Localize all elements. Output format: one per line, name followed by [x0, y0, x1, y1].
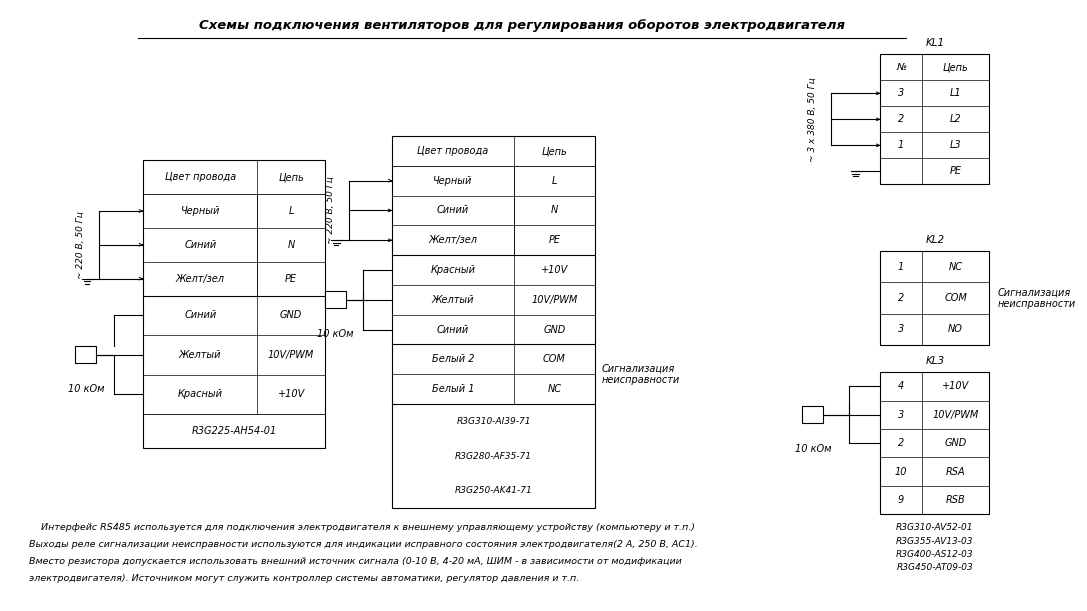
Bar [880, 372, 989, 514]
Text: ЧЭМЗ: ЧЭМЗ [248, 240, 274, 249]
Text: Синий: Синий [184, 240, 216, 250]
Text: N: N [551, 205, 558, 216]
Text: COM: COM [945, 293, 967, 303]
Text: RSA: RSA [946, 467, 965, 477]
Text: R3G310-AI39-71: R3G310-AI39-71 [457, 417, 530, 426]
Text: Черный: Черный [180, 206, 220, 216]
Text: ~ 3 х 380 В, 50 Гц: ~ 3 х 380 В, 50 Гц [808, 77, 816, 162]
Text: GND: GND [280, 310, 302, 320]
Text: 8 800 333 66 18: 8 800 333 66 18 [459, 327, 528, 335]
Text: KL1: KL1 [925, 38, 945, 48]
Text: PE: PE [285, 274, 297, 284]
Text: Черный: Черный [434, 175, 473, 186]
Text: L: L [288, 206, 293, 216]
Text: 9: 9 [898, 495, 904, 505]
Text: Красный: Красный [178, 389, 223, 400]
Text: 10 кОм: 10 кОм [317, 329, 353, 339]
Bar [880, 251, 989, 345]
Text: PE: PE [950, 166, 962, 177]
Text: L1: L1 [950, 89, 961, 98]
Text: NC: NC [949, 262, 963, 272]
Text: 10 кОм: 10 кОм [795, 444, 832, 454]
Text: Красный: Красный [430, 265, 475, 275]
Text: 10V/PWM: 10V/PWM [933, 410, 978, 420]
Text: N: N [287, 240, 295, 250]
Bar [880, 54, 989, 185]
Text: 3: 3 [898, 89, 904, 98]
Bar [802, 406, 823, 423]
Text: 8 800 333 66 18: 8 800 333 66 18 [199, 284, 268, 293]
Text: 10 кОм: 10 кОм [67, 384, 104, 394]
Text: Интерфейс RS485 используется для подключения электродвигателя к внешнему управля: Интерфейс RS485 используется для подключ… [28, 524, 695, 532]
Text: 4: 4 [898, 381, 904, 391]
Text: 2: 2 [898, 293, 904, 303]
Text: чэ3: чэ3 [454, 221, 472, 230]
Text: R3G225-AH54-01: R3G225-AH54-01 [191, 426, 276, 436]
Text: KL2: KL2 [925, 235, 945, 245]
Text: ~ 220 В, 50 Гц: ~ 220 В, 50 Гц [76, 211, 85, 279]
Text: Сигнализация
неисправности: Сигнализация неисправности [602, 364, 680, 385]
Text: Цепь: Цепь [942, 62, 969, 72]
Text: 1: 1 [898, 141, 904, 150]
Text: R3G450-AT09-03: R3G450-AT09-03 [897, 563, 973, 572]
Text: 3: 3 [898, 324, 904, 334]
Text: Желт/зел: Желт/зел [428, 235, 477, 245]
Text: +10V: +10V [942, 381, 970, 391]
Text: №: № [896, 62, 907, 72]
Text: PE: PE [548, 235, 560, 245]
Text: Выходы реле сигнализации неисправности используются для индикации исправного сос: Выходы реле сигнализации неисправности и… [28, 540, 698, 549]
Text: +10V: +10V [540, 265, 567, 275]
Text: 2: 2 [898, 114, 904, 124]
Text: 10V/PWM: 10V/PWM [268, 350, 314, 360]
Text: NO: NO [948, 324, 963, 334]
Text: L2: L2 [950, 114, 961, 124]
Text: Вместо резистора допускается использовать внешний источник сигнала (0-10 В, 4-20: Вместо резистора допускается использоват… [28, 557, 682, 566]
Text: KL3: KL3 [925, 356, 945, 366]
Text: электродвигателя). Источником могут служить контроллер системы автоматики, регул: электродвигателя). Источником могут служ… [28, 574, 579, 584]
Text: 10: 10 [895, 467, 908, 477]
Text: 3: 3 [898, 410, 904, 420]
Text: Цепь: Цепь [278, 172, 304, 182]
Text: R3G250-AK41-71: R3G250-AK41-71 [454, 486, 533, 496]
Text: R3G310-AV52-01: R3G310-AV52-01 [896, 523, 974, 532]
Text: GND: GND [945, 438, 966, 448]
Text: Желтый: Желтый [432, 295, 474, 305]
Text: GND: GND [544, 324, 565, 335]
Bar [143, 160, 325, 448]
Text: COM: COM [542, 354, 565, 364]
Text: L: L [551, 175, 557, 186]
Text: RSB: RSB [946, 495, 965, 505]
Text: Цепь: Цепь [541, 146, 567, 156]
Bar [392, 136, 595, 508]
Text: Белый 1: Белый 1 [432, 384, 474, 394]
Text: ЧЭМЗ: ЧЭМЗ [501, 224, 527, 233]
Text: Белый 2: Белый 2 [432, 354, 474, 364]
Text: Желтый: Желтый [179, 350, 222, 360]
Text: Синий: Синий [437, 324, 470, 335]
Text: L3: L3 [950, 141, 961, 150]
Text: Цвет провода: Цвет провода [417, 146, 489, 156]
Text: R3G280-AF35-71: R3G280-AF35-71 [455, 452, 532, 461]
Bar [75, 346, 97, 364]
Text: Сигнализация
неисправности: Сигнализация неисправности [998, 287, 1076, 309]
Text: R3G355-AV13-03: R3G355-AV13-03 [896, 536, 974, 546]
Text: чэ3: чэ3 [189, 233, 207, 244]
Text: Синий: Синий [184, 310, 216, 320]
Text: 10V/PWM: 10V/PWM [532, 295, 577, 305]
Text: 1: 1 [898, 262, 904, 272]
Text: R3G400-AS12-03: R3G400-AS12-03 [896, 550, 974, 559]
Text: +10V: +10V [277, 389, 304, 400]
Text: ~ 220 В, 50 Гц: ~ 220 В, 50 Гц [325, 177, 335, 244]
Text: 2: 2 [898, 438, 904, 448]
Bar [325, 291, 346, 309]
Text: NC: NC [547, 384, 561, 394]
Text: Синий: Синий [437, 205, 470, 216]
Text: Желт/зел: Желт/зел [176, 274, 225, 284]
Text: Цвет провода: Цвет провода [164, 172, 236, 182]
Text: Схемы подключения вентиляторов для регулирования оборотов электродвигателя: Схемы подключения вентиляторов для регул… [199, 20, 845, 32]
